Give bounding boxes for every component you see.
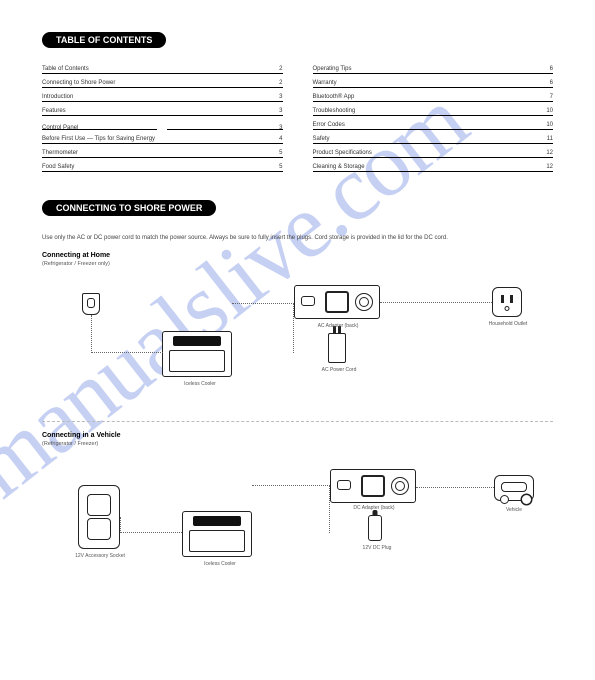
wire [252,485,330,533]
ac-cord-plug-icon [328,333,346,363]
caption: DC Adapter (back) [334,505,414,511]
toc-row: Table of Contents 2 [42,60,283,74]
toc-row: Introduction 3 [42,88,283,102]
toc-row: Thermometer 5 [42,144,283,158]
toc-label: Cleaning & Storage [313,164,365,170]
toc-label: Thermometer [42,150,78,156]
cooler-icon [182,511,252,557]
toc-row: Product Specifications 12 [313,144,554,158]
vehicle-diagram-sub: (Refrigerator / Freezer) [42,441,553,447]
toc-page: 10 [546,108,553,114]
toc-page: 4 [279,136,282,142]
vehicle-diagram-title: Connecting in a Vehicle [42,432,553,439]
toc-label: Operating Tips [313,66,352,72]
toc-label: Connecting to Shore Power [42,80,115,86]
adapter-panel-icon [330,469,416,503]
page-content: TABLE OF CONTENTS Table of Contents 2 Con… [0,0,595,625]
toc-page: 6 [550,66,553,72]
toc-row: Safety 11 [313,130,554,144]
caption: AC Adapter (back) [298,323,378,329]
toc-row: Troubleshooting 10 [313,102,554,116]
toc-label: Warranty [313,80,337,86]
vehicle-diagram: 12V Accessory Socket Iceless Cooler DC A… [42,455,553,605]
toc-row: Connecting to Shore Power 2 [42,74,283,88]
toc-row: Food Safety 5 [42,158,283,172]
caption: 12V Accessory Socket [70,553,130,559]
toc-page: 10 [546,122,553,128]
toc-row: Bluetooth® App 7 [313,88,554,102]
cooler-icon [162,331,232,377]
dashed-divider [42,421,553,422]
home-diagram: Iceless Cooler AC Adapter (back) AC Powe… [42,275,553,415]
car-icon [494,475,534,501]
toc-label: Before First Use — Tips for Saving Energ… [42,136,155,142]
toc-page: 3 [279,108,282,114]
toc-row: Warranty 6 [313,74,554,88]
wire [380,302,492,303]
toc-label: Bluetooth® App [313,94,355,100]
toc-label: Safety [313,136,330,142]
caption: Iceless Cooler [170,381,230,387]
caption: 12V DC Plug [354,545,400,551]
toc-row: Error Codes 10 [313,116,554,130]
toc-page: 11 [547,136,553,142]
toc-header: TABLE OF CONTENTS [42,32,166,48]
toc-label: Introduction [42,94,73,100]
caption: Household Outlet [480,321,536,327]
connect-note: Use only the AC or DC power cord to matc… [42,234,553,242]
wire [91,315,163,353]
toc-page: 12 [546,150,553,156]
wire [232,303,294,353]
toc-row: Operating Tips 6 [313,60,554,74]
plug-tag-icon [82,293,100,315]
toc-page: 5 [279,150,282,156]
toc-label: Features [42,108,66,114]
wire [416,487,494,488]
toc: Table of Contents 2 Connecting to Shore P… [42,60,553,172]
toc-label: Product Specifications [313,150,372,156]
caption: AC Power Cord [314,367,364,373]
toc-row: Before First Use — Tips for Saving Energ… [42,130,283,144]
toc-page: 5 [279,164,282,170]
toc-page: 7 [550,94,553,100]
toc-label: Troubleshooting [313,108,356,114]
toc-label: Error Codes [313,122,345,128]
toc-page: 6 [550,80,553,86]
wire [120,517,182,533]
connect-header: CONNECTING TO SHORE POWER [42,200,216,216]
toc-page: 2 [279,80,282,86]
toc-row: Cleaning & Storage 12 [313,158,554,172]
toc-page: 2 [279,66,282,72]
household-outlet-icon [492,287,522,317]
home-diagram-title: Connecting at Home [42,252,553,259]
toc-left-column: Table of Contents 2 Connecting to Shore P… [42,60,283,172]
caption: Iceless Cooler [190,561,250,567]
caption: Vehicle [494,507,534,513]
toc-row-split: Control Panel 3 [42,116,283,130]
dc-socket-icon [78,485,120,549]
toc-row: Features 3 [42,102,283,116]
toc-right-column: Operating Tips 6 Warranty 6 Bluetooth® App… [313,60,554,172]
toc-label: Food Safety [42,164,74,170]
toc-label: Table of Contents [42,66,89,72]
toc-page: 3 [279,94,282,100]
adapter-panel-icon [294,285,380,319]
toc-page: 12 [546,164,553,170]
dc-plug-icon [368,515,382,541]
home-diagram-sub: (Refrigerator / Freezer only) [42,261,553,267]
